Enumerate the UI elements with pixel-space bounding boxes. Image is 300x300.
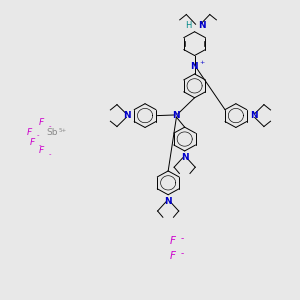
Text: N: N — [190, 62, 197, 71]
Text: -: - — [49, 123, 51, 129]
Text: F: F — [29, 138, 34, 147]
Text: N: N — [164, 196, 172, 206]
Text: F: F — [27, 128, 32, 137]
Text: +: + — [199, 60, 205, 65]
Text: -: - — [39, 142, 41, 148]
Text: -: - — [181, 249, 184, 258]
Text: F: F — [39, 118, 44, 127]
Text: H: H — [185, 22, 191, 31]
Text: N: N — [250, 111, 257, 120]
Text: N: N — [172, 111, 180, 120]
Text: N: N — [124, 111, 131, 120]
Text: F: F — [170, 251, 176, 261]
Text: 5+: 5+ — [58, 128, 67, 133]
Text: N: N — [181, 153, 188, 162]
Text: F: F — [170, 236, 176, 246]
Text: -: - — [49, 151, 51, 157]
Text: -: - — [37, 132, 39, 138]
Text: Sb: Sb — [46, 128, 58, 137]
Text: N: N — [198, 22, 206, 31]
Text: -: - — [181, 234, 184, 243]
Text: F: F — [39, 146, 44, 155]
